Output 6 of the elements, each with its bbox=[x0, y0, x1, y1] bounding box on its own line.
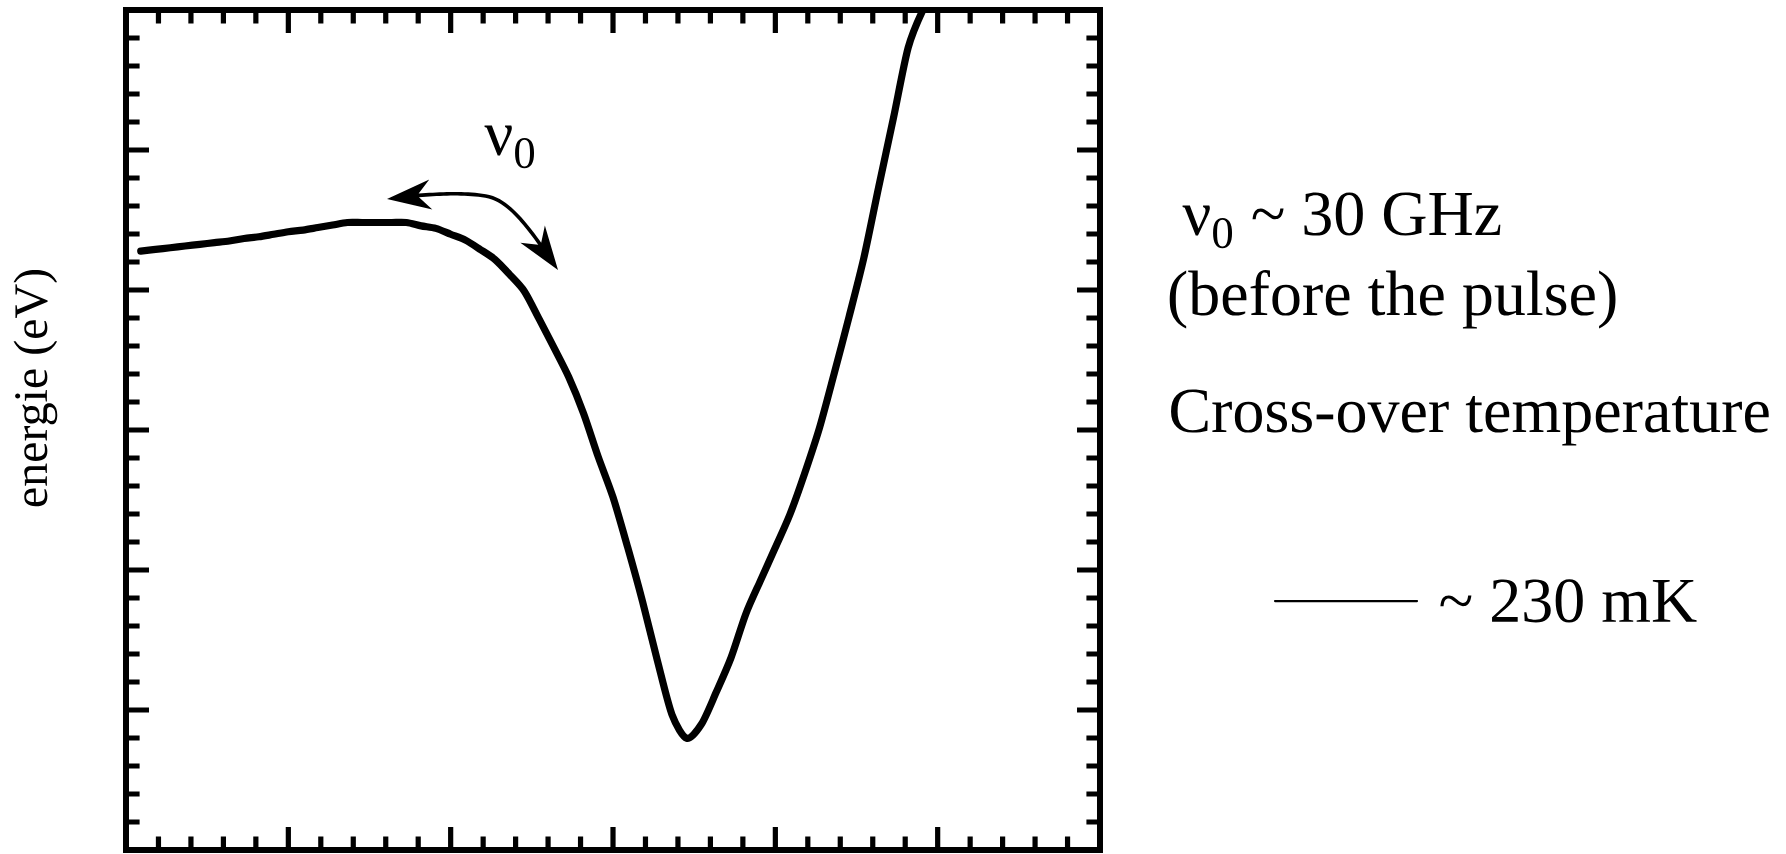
text: Cross-over temperature bbox=[1171, 389, 1769, 446]
y-axis-title: energie (eV) bbox=[13, 269, 58, 507]
legend-label: ~ 230 mK bbox=[1440, 579, 1697, 623]
text: ν$_{0}$ ~ 30 GHz bbox=[1182, 192, 1501, 249]
annotation: ν$_{0}$ bbox=[484, 125, 535, 169]
text: (before the pulse) bbox=[1169, 269, 1616, 329]
